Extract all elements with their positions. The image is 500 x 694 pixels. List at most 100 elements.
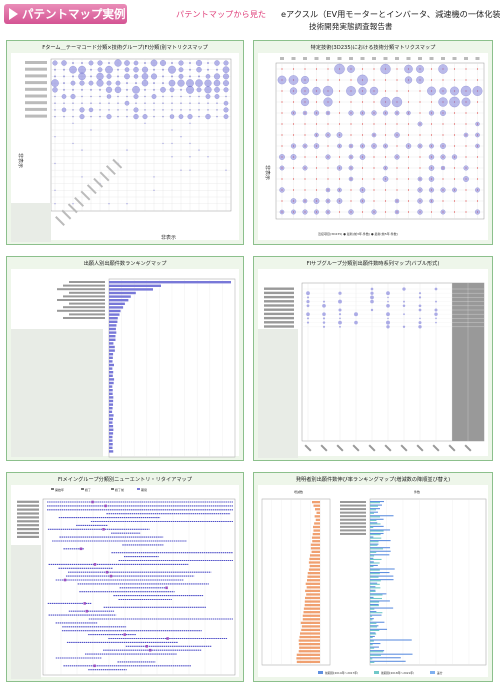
growth-bar [314, 522, 320, 525]
bubble [474, 209, 481, 215]
bubble [204, 86, 212, 94]
year-label-placeholder [320, 444, 328, 452]
red-dot [407, 189, 410, 191]
red-dot [476, 200, 479, 202]
red-dot [396, 189, 398, 191]
next-bar [370, 537, 382, 539]
bubble [72, 122, 74, 125]
red-dot [419, 90, 421, 92]
bubble [54, 95, 56, 98]
bubble [63, 115, 65, 118]
red-dot [338, 178, 341, 180]
next-bar [370, 566, 374, 568]
bubble [306, 317, 310, 320]
red-dot [476, 68, 479, 70]
bar [109, 291, 136, 295]
bubble [338, 291, 342, 295]
bubble [386, 312, 390, 317]
bar [109, 428, 114, 431]
next-bar [370, 562, 380, 564]
col-label-placeholder [280, 57, 284, 60]
bubble [380, 97, 391, 107]
next-bar [370, 569, 380, 571]
bubble [451, 154, 458, 160]
bubble [322, 85, 334, 97]
bar [109, 335, 116, 338]
year-label-placeholder [352, 444, 360, 452]
bubble [88, 80, 94, 86]
col-label-placeholder [475, 57, 480, 60]
label-placeholder [57, 288, 105, 291]
bubble [463, 176, 469, 182]
bubble [63, 75, 65, 78]
bubble [306, 291, 310, 296]
legend-swatch [430, 671, 435, 674]
bubble [144, 122, 146, 125]
bubble [205, 94, 211, 99]
bubble [106, 94, 112, 99]
bubble [142, 114, 148, 120]
bubble [96, 79, 104, 87]
bubble [302, 165, 308, 171]
red-dot [338, 123, 341, 125]
bubble [394, 209, 400, 215]
red-dot [442, 178, 444, 180]
red-dot [384, 90, 387, 92]
bubble [314, 209, 319, 215]
col-label-placeholder [418, 57, 422, 60]
col-label-placeholder [291, 57, 296, 60]
panel-tech-matrix-map: 特定技術(3D235)における技術分類マトリクスマップ 非表示 近接項目(3D23… [253, 40, 493, 245]
label-placeholder [69, 313, 105, 316]
label-placeholder [69, 291, 105, 294]
next-bar [370, 580, 381, 582]
bubble [133, 74, 139, 79]
next-bar [370, 509, 376, 511]
red-dot [304, 134, 306, 136]
bubble [162, 142, 164, 145]
bubble [216, 102, 218, 104]
bubble [313, 143, 320, 149]
bubble [439, 87, 447, 95]
prev-bar [370, 632, 376, 634]
bar [109, 353, 114, 356]
prev-bar [370, 501, 384, 503]
bubble [417, 143, 423, 149]
bubble [99, 115, 101, 118]
growth-bar [316, 511, 320, 514]
red-dot [350, 189, 352, 191]
red-dot [315, 189, 318, 191]
bubble [196, 67, 202, 73]
bubble [171, 102, 173, 104]
bubble [472, 86, 483, 96]
bubble [133, 107, 139, 113]
bubble [79, 80, 85, 86]
bubble [198, 75, 200, 78]
red-dot [453, 200, 456, 202]
growth-bar [308, 568, 320, 571]
bubble [153, 189, 155, 191]
prev-bar [370, 596, 374, 598]
bar [109, 302, 125, 305]
bubble [418, 304, 422, 308]
row-label-placeholder [264, 308, 294, 311]
red-dot [281, 134, 283, 136]
bar [109, 281, 231, 284]
panel-title: FIメイングループ分類別ニューエントリ・リタイアマップ [58, 477, 192, 483]
bubble [348, 143, 354, 149]
marker [85, 609, 88, 613]
red-dot [396, 167, 398, 169]
red-dot [327, 79, 329, 81]
col-label-placeholder [61, 209, 72, 220]
bubble [81, 62, 83, 64]
legend-swatch [374, 671, 379, 674]
bubble [322, 317, 326, 320]
bubble [402, 325, 406, 329]
bubble [207, 62, 209, 64]
bubble [301, 98, 309, 106]
bubble [162, 115, 164, 118]
bubble [306, 300, 310, 304]
red-dot [453, 211, 456, 213]
bubble [403, 313, 405, 316]
bubble [141, 79, 149, 87]
bubble [117, 115, 119, 118]
